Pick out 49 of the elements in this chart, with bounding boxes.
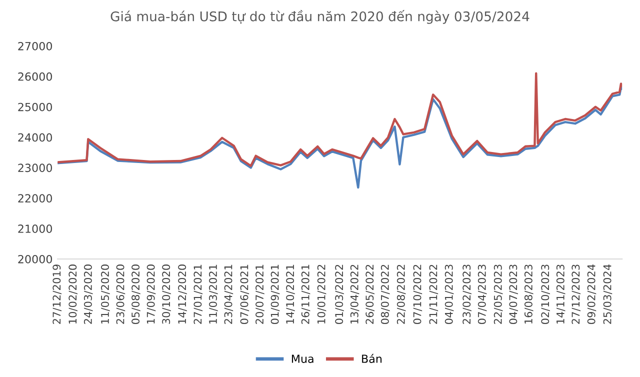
x-tick-label: 11/05/2020 [100,264,110,324]
x-tick-label: 26/11/2021 [301,264,310,324]
chart-title: Giá mua-bán USD tự do từ đầu năm 2020 đến ngày 03/05/2024 [110,10,530,24]
x-tick-label: 07/06/2021 [240,264,250,324]
y-tick-label: 25000 [18,102,52,112]
x-tick-label: 10/01/2022 [317,264,326,324]
x-tick-label: 07/10/2022 [413,264,422,324]
y-tick-label: 24000 [18,133,52,142]
x-tick-label: 23/06/2020 [116,264,126,324]
x-tick-label: 24/03/2020 [84,264,93,324]
x-tick-label: 27/01/2021 [194,264,203,324]
x-tick-label: 11/03/2021 [208,264,218,324]
x-tick-label: 14/11/2023 [556,264,566,324]
line-series [58,72,622,167]
x-tick-label: 05/08/2020 [132,264,140,324]
x-tick-label: 27/12/2019 [52,264,62,324]
y-tick-label: 23000 [18,164,52,172]
x-tick-label: 22/08/2022 [396,264,406,324]
x-tick-label: 14/10/2021 [286,264,295,324]
x-tick-label: 27/12/2023 [572,264,580,324]
x-tick-label: 23/04/2021 [224,264,234,324]
x-tick-label: 09/02/2024 [587,264,596,324]
legend-label: Mua [292,354,314,363]
x-tick-label: 30/10/2020 [162,264,171,324]
x-tick-label: 04/01/2023 [444,264,454,324]
y-tick-label: 20000 [18,254,52,264]
x-tick-label: 21/11/2022 [429,264,438,324]
x-tick-label: 10/02/2020 [68,264,78,324]
x-tick-label: 17/09/2020 [146,264,156,324]
y-tick-label: 27000 [18,42,52,50]
x-tick-label: 20/07/2021 [256,264,264,324]
y-tick-label: 22000 [18,194,52,203]
x-tick-label: 02/10/2023 [541,264,550,324]
x-tick-label: 13/04/2022 [350,264,360,324]
x-tick-label: 14/12/2020 [178,264,187,324]
x-tick-label: 04/07/2023 [509,264,518,324]
x-tick-label: 01/03/2022 [335,264,344,324]
legend-label: Bán [362,354,382,363]
x-tick-label: 08/07/2022 [380,264,390,324]
x-tick-label: 23/02/2023 [462,264,472,324]
y-tick-label: 26000 [18,72,52,81]
x-tick-label: 25/03/2024 [603,264,612,324]
y-tick-label: 21000 [18,224,52,233]
x-tick-label: 01/09/2021 [270,264,280,324]
line-series [58,86,622,189]
x-tick-label: 07/04/2023 [478,264,487,324]
x-tick-label: 22/05/2023 [494,264,503,324]
x-tick-label: 16/08/2023 [524,264,534,324]
x-tick-label: 26/05/2022 [366,264,374,324]
